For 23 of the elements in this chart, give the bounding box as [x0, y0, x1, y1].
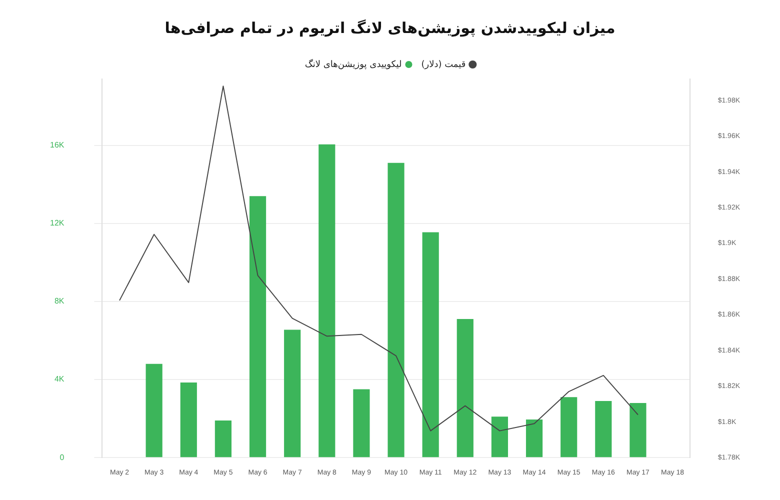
legend-label: لیکوییدی پوزیشن‌های لانگ: [304, 58, 402, 70]
bar: [560, 397, 578, 458]
y-tick-label: 0: [60, 452, 65, 462]
y-tick-label: 4K: [54, 374, 65, 384]
bar: [146, 364, 162, 458]
bar: [595, 401, 612, 458]
bar: [249, 196, 266, 458]
bar: [456, 319, 474, 458]
bar: [353, 389, 370, 458]
bar: [630, 402, 646, 458]
legend-label: قیمت (دلار): [421, 60, 466, 70]
y-tick-label: 8K: [54, 296, 65, 306]
bar: [491, 416, 508, 458]
bar: [214, 420, 232, 458]
bar: [284, 330, 301, 458]
bar: [180, 382, 197, 458]
bar: [388, 162, 404, 458]
chart-title: میزان لیکوییدشدن پوزیشن‌های لانگ اتریوم در تمام صرافی‌ها: [164, 18, 616, 37]
bar: [422, 232, 439, 458]
bar: [526, 420, 543, 458]
y-tick-label: 12K: [50, 218, 65, 228]
y-tick-label: 16K: [50, 140, 65, 150]
bar: [318, 144, 336, 458]
